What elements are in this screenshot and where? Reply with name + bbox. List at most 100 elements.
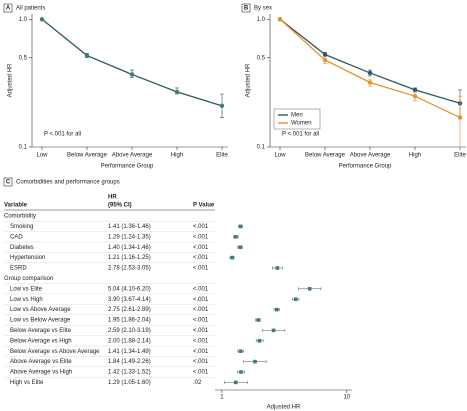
x-tick-label: Below Average <box>67 153 108 159</box>
hr-ci: 2.78 (2.53-3.05) <box>108 266 151 272</box>
row-label: Above Average vs Elite <box>10 359 72 365</box>
row-label: Hypertension <box>10 255 45 261</box>
row-label: Below Average vs Elite <box>10 328 72 334</box>
hr-ci: 1.41 (1.36-1.46) <box>108 224 151 230</box>
p-value: <.001 <box>193 245 209 251</box>
hr-ci: 1.40 (1.34-1.46) <box>108 245 151 251</box>
hr-ci: 2.59 (2.10-3.19) <box>108 328 151 334</box>
point <box>233 380 238 385</box>
point <box>230 255 235 260</box>
hr-ci: 1.29 (1.05-1.60) <box>108 380 151 386</box>
panel-title: Comorbidities and performance groups <box>16 180 120 186</box>
column-header: Variable <box>4 203 28 209</box>
row-label: Low vs Above Average <box>10 307 71 313</box>
point <box>239 370 243 374</box>
point <box>256 318 260 322</box>
line <box>41 18 223 107</box>
marker <box>39 17 45 22</box>
marker <box>322 52 328 57</box>
x-tick-label: High <box>409 153 421 159</box>
row-label: Below Average vs High <box>10 338 72 344</box>
y-axis-label: Adjusted HR <box>246 63 252 97</box>
x-axis-label: Performance Group <box>339 164 392 170</box>
column-header: P Value <box>193 203 215 209</box>
p-value: <.001 <box>193 370 209 376</box>
p-value: <.001 <box>193 297 209 303</box>
legend-label: Women <box>291 121 312 127</box>
hr-ci: 1.84 (1.49-2.26) <box>108 359 151 365</box>
error-bar <box>458 95 462 148</box>
x-tick-label: Low <box>36 153 48 159</box>
point <box>233 235 238 239</box>
p-value: <.001 <box>193 349 209 355</box>
annotation: P <.001 for all <box>282 132 319 138</box>
hr-ci: 2.00 (1.88-2.14) <box>108 338 151 344</box>
panel-label: C <box>6 180 11 186</box>
panel-label-box <box>241 3 251 13</box>
row-label: High vs Elite <box>10 380 44 386</box>
p-value: <.001 <box>193 318 209 324</box>
p-value: <.001 <box>193 224 209 230</box>
row-label: Low vs Elite <box>10 286 43 292</box>
marker <box>412 93 418 99</box>
marker <box>84 53 90 58</box>
y-axis-label: Adjusted HR <box>8 63 14 97</box>
hr-ci: 1.42 (1.33-1.52) <box>108 370 151 376</box>
marker <box>457 115 463 120</box>
marker <box>219 103 225 109</box>
row-label: CAD <box>10 234 23 240</box>
marker <box>412 87 418 93</box>
hr-ci: 5.04 (4.10-6.20) <box>108 286 151 292</box>
point <box>238 224 243 229</box>
point <box>307 287 312 291</box>
row-label: ESRD <box>10 266 27 272</box>
column-header: (95% CI) <box>108 203 132 209</box>
column-header: HR <box>108 195 117 201</box>
panel-label: B <box>244 6 249 12</box>
x-tick-label: High <box>171 153 183 159</box>
x-tick-label: Above Average <box>112 153 153 159</box>
y-tick-label: 0.1 <box>19 145 28 151</box>
line <box>279 18 461 104</box>
y-tick-label: 1.0 <box>257 17 266 23</box>
y-tick-label: 0.5 <box>19 55 28 61</box>
p-value: .02 <box>193 380 202 386</box>
panel-label-box <box>3 177 13 187</box>
panel-label-box <box>3 3 13 13</box>
x-tick-label: Low <box>274 153 286 159</box>
row-label: Below Average vs Above Average <box>10 349 100 355</box>
hr-ci: 1.29 (1.24-1.35) <box>108 234 151 240</box>
hr-ci: 1.95 (1.86-2.04) <box>108 318 151 324</box>
hr-ci: 2.75 (2.61-2.89) <box>108 307 151 313</box>
y-tick-label: 1.0 <box>19 17 28 23</box>
marker <box>367 80 373 85</box>
hr-ci: 3.90 (3.67-4.14) <box>108 297 151 303</box>
marker <box>367 70 373 76</box>
panel-label: A <box>6 6 11 12</box>
p-value: <.001 <box>193 255 209 261</box>
x-tick-label: Above Average <box>350 153 391 159</box>
point <box>275 307 279 312</box>
x-tick-label: Elite <box>454 153 466 159</box>
p-value: <.001 <box>193 338 209 344</box>
marker <box>129 72 135 77</box>
y-tick-label: 0.5 <box>257 55 266 61</box>
legend-box <box>273 108 321 130</box>
point <box>271 328 276 333</box>
x-axis-label: Adjusted HR <box>267 405 301 411</box>
point <box>293 297 298 301</box>
point <box>257 339 262 343</box>
p-value: <.001 <box>193 328 209 334</box>
p-value: <.001 <box>193 359 209 365</box>
point <box>253 359 257 364</box>
point <box>275 266 280 270</box>
x-tick-label: 10 <box>343 395 350 401</box>
y-tick-label: 0.1 <box>257 145 266 151</box>
x-axis-label: Performance Group <box>101 164 154 170</box>
hr-ci: 1.41 (1.34-1.49) <box>108 349 151 355</box>
row-label: Diabetes <box>10 245 34 251</box>
row-label: Low vs High <box>10 297 43 303</box>
marker <box>322 57 328 63</box>
x-tick-label: Elite <box>216 153 228 159</box>
